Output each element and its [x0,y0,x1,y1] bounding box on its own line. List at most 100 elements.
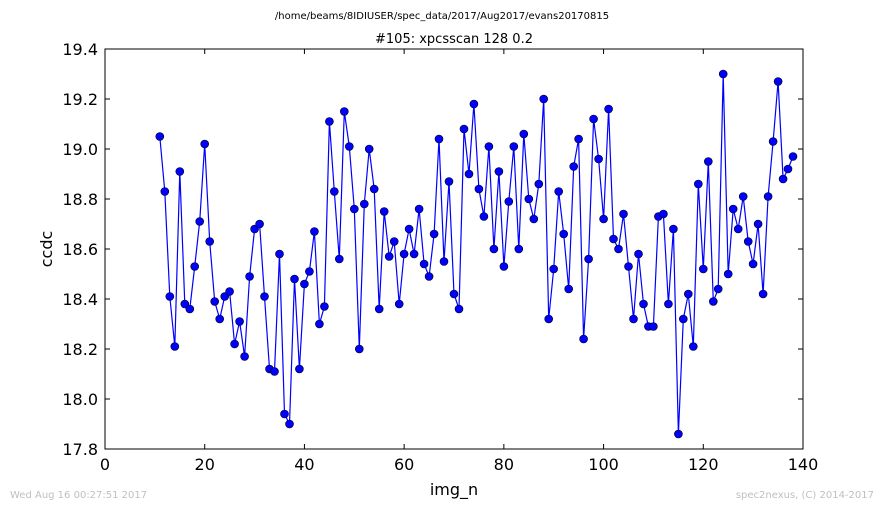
data-point [419,259,429,269]
data-point [260,292,269,301]
data-point [494,167,504,176]
x-tick-label: 80 [494,455,514,474]
data-point [230,339,239,349]
x-tick-label: 60 [394,455,414,474]
data-point [514,244,524,254]
data-point [310,227,319,236]
data-point [424,272,434,281]
footer-credit: spec2nexus, (C) 2014-2017 [735,490,874,501]
data-point [364,144,374,154]
data-point [753,219,763,229]
x-axis-label: img_n [430,480,478,500]
data-point [604,104,613,114]
data-point [609,234,618,244]
data-point [225,287,234,296]
data-point [325,117,334,126]
data-point [614,244,623,254]
x-tick-label: 40 [294,455,314,474]
data-point [723,269,733,279]
data-point [369,184,379,194]
data-point [748,259,758,269]
data-point [549,264,559,274]
data-point [624,262,633,271]
data-point [170,342,180,351]
data-point [449,289,459,299]
data-point [559,229,569,239]
data-point [280,409,289,419]
data-point [519,129,529,139]
y-tick-label: 19.0 [62,140,98,159]
data-point [409,249,419,259]
series-line [159,73,794,435]
data-point [539,94,549,104]
data-point [768,137,778,146]
data-point [454,304,464,314]
data-point [349,204,359,214]
data-point [649,322,658,331]
data-point [235,317,244,326]
y-tick-label: 18.0 [62,390,98,409]
data-point [344,142,354,151]
data-point [718,69,728,79]
data-point [619,209,628,219]
data-point [554,187,564,196]
y-tick-label: 18.8 [62,190,98,209]
data-point [399,249,409,259]
y-tick-label: 18.2 [62,340,98,359]
data-point [664,299,673,309]
data-point [429,229,439,239]
data-point [285,419,294,429]
chart-title: #105: xpcsscan 128 0.2 [375,32,533,47]
data-point [489,244,499,254]
data-point [334,254,344,264]
data-point [524,194,534,204]
data-point [763,192,773,201]
data-point [359,199,369,209]
data-point [354,344,364,354]
x-tick-label: 0 [100,455,110,474]
data-point [579,334,588,344]
data-point [703,157,713,166]
data-point [733,224,743,234]
y-axis-label: ccdc [37,231,56,268]
data-point [569,162,579,171]
data-point [329,187,339,196]
data-point [379,207,389,216]
data-point [255,219,264,229]
data-point [295,364,304,374]
data-point [743,237,753,246]
data-point [529,214,539,224]
data-point [728,204,738,214]
file-path-title: /home/beams/8IDIUSER/spec_data/2017/Aug2… [275,11,609,22]
y-tick-label: 17.8 [62,440,98,459]
data-point [584,254,593,264]
data-point [444,177,454,186]
data-point [305,267,314,276]
x-tick-label: 20 [195,455,215,474]
data-point [160,187,170,196]
x-tick-label: 120 [688,455,719,474]
data-point [320,302,329,311]
data-point [270,367,279,376]
y-tick-label: 18.6 [62,240,98,259]
data-point [459,124,469,134]
x-tick-label: 100 [588,455,619,474]
data-point [544,314,554,324]
data-point [185,304,195,314]
data-point [659,209,668,219]
data-point [634,249,643,259]
data-point [564,284,574,294]
data-point [155,132,165,141]
data-point [290,274,299,284]
data-point [389,237,399,246]
data-point [499,262,509,271]
data-point [788,152,798,161]
data-point [404,224,414,234]
data-point [469,99,479,109]
data-point [275,249,284,259]
data-point [698,264,708,274]
data-point [783,164,793,174]
y-tick-label: 19.2 [62,90,98,109]
data-point [629,314,638,324]
